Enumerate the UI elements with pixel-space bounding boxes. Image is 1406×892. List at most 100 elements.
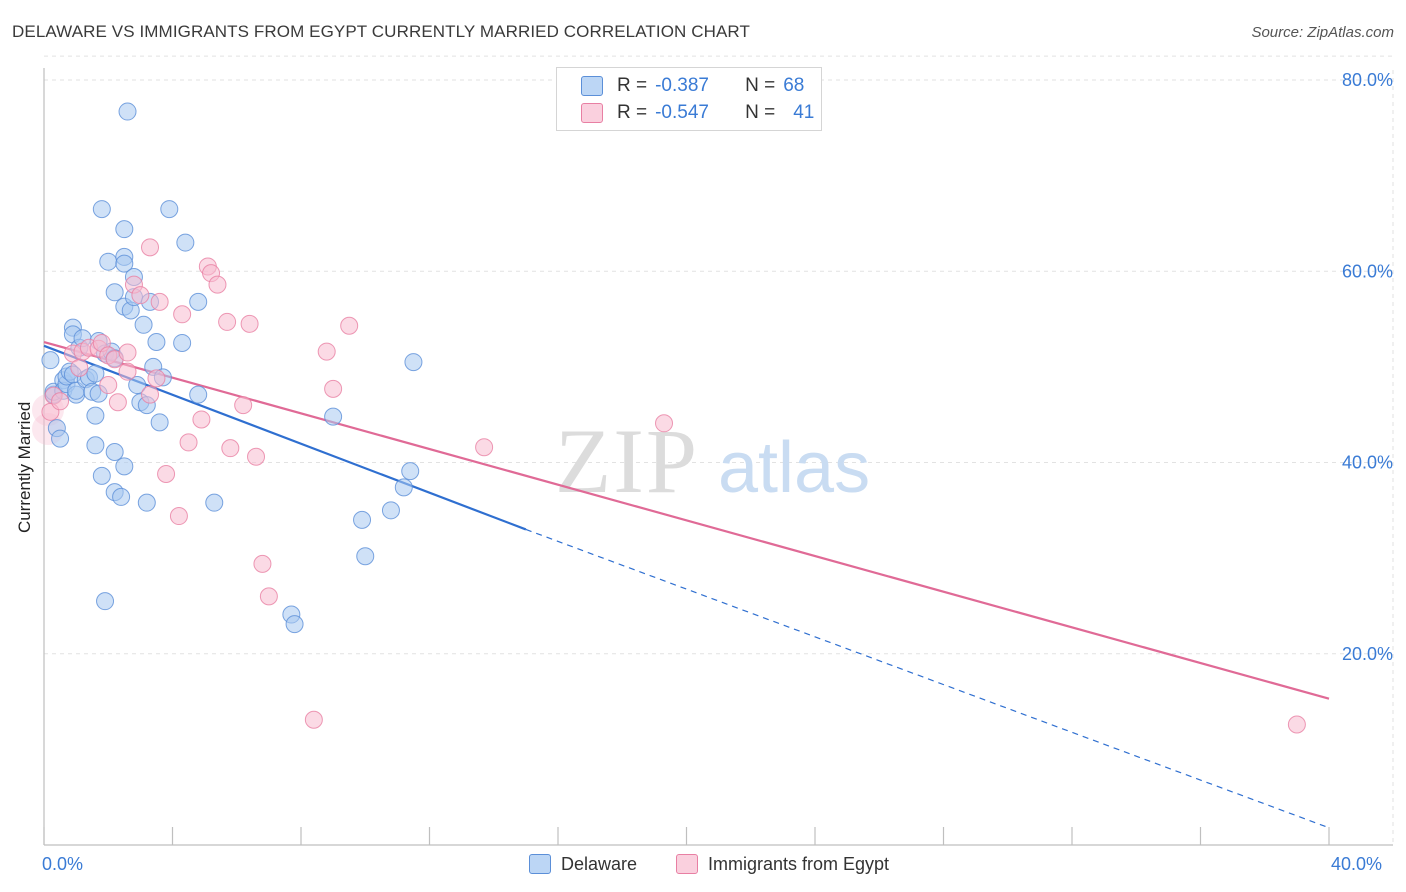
axes [43,68,1393,846]
egypt-point [70,358,89,377]
delaware-point [150,413,169,432]
egypt-point [150,292,169,311]
delaware-point [404,353,423,372]
watermark-zip: ZIP [555,410,699,512]
egypt-point [208,275,227,294]
r-label: R = [617,75,648,96]
delaware-point [394,478,413,497]
egypt-point [173,305,192,324]
egypt-point [141,385,160,404]
delaware-point [137,493,156,512]
legend-label: Delaware [561,853,638,874]
egypt-point [340,316,359,335]
r-value: -0.547 [655,102,709,123]
legend-row-egypt: R = -0.547 N = 41 [581,100,814,126]
egypt-point [655,414,674,433]
egypt-point [234,396,253,415]
delaware-trend-extension [525,528,1330,829]
egypt-point [259,587,278,606]
watermark: ZIP atlas [555,410,870,512]
delaware-point [356,547,375,566]
delaware-point [99,252,118,271]
delaware-point [92,466,111,485]
data-points [32,102,1306,734]
y-tick-label: 80.0% [1342,70,1393,90]
egypt-point [475,438,494,457]
delaware-point [324,407,343,426]
delaware-point [128,376,147,395]
y-tick-label: 40.0% [1342,453,1393,473]
delaware-point [401,462,420,481]
delaware-point [112,487,131,506]
egypt-point [192,410,211,429]
egypt-point [51,392,70,411]
delaware-point [92,200,111,219]
legend-label: Immigrants from Egypt [708,853,890,874]
egypt-point [221,439,240,458]
egypt-point [179,433,198,452]
egypt-point [169,507,188,526]
legend-item-egypt[interactable]: Immigrants from Egypt [676,852,889,876]
egypt-point [317,342,336,361]
delaware-point [285,615,304,634]
delaware-point [105,283,124,302]
egypt-point [141,238,160,257]
egypt-trend-line [43,340,1330,700]
egypt-point [304,710,323,729]
delaware-point [189,292,208,311]
delaware-point [160,200,179,219]
n-label: N = [745,75,776,96]
egypt-point [99,376,118,395]
legend-swatch-blue [529,854,551,874]
x-tick-label: 40.0% [1331,854,1382,874]
tick-labels: 20.0% 40.0% 60.0% 80.0% 0.0% 40.0% [42,70,1393,874]
source-label: Source: ZipAtlas.com [1251,24,1394,41]
y-axis-label: Currently Married [15,401,34,533]
egypt-point [247,447,266,466]
watermark-atlas: atlas [718,428,870,508]
delaware-point [134,315,153,334]
delaware-point [41,351,60,370]
legend-swatch-pink [676,854,698,874]
egypt-point [118,362,137,381]
n-value: 41 [793,102,815,123]
delaware-point [86,436,105,455]
delaware-point [105,442,124,461]
egypt-point [108,393,127,412]
legend-swatch-blue [581,76,603,96]
n-value: 68 [783,75,805,96]
delaware-point [115,457,134,476]
delaware-point [115,220,134,239]
legend-item-delaware[interactable]: Delaware [529,852,637,876]
egypt-point [253,554,272,573]
y-tick-label: 20.0% [1342,644,1393,664]
delaware-point [118,102,137,121]
delaware-point [173,333,192,352]
n-label: N = [745,102,776,123]
delaware-point [51,429,70,448]
egypt-point [1287,715,1306,734]
x-tick-label: 0.0% [42,854,83,874]
delaware-point [353,510,372,529]
y-tick-label: 60.0% [1342,261,1393,281]
delaware-point [86,364,105,383]
delaware-point [96,592,115,611]
legend-swatch-pink [581,103,603,123]
egypt-point [218,312,237,331]
stats-legend: R = -0.387 N = 68 R = -0.547 N = 41 [556,67,822,131]
r-label: R = [617,102,648,123]
egypt-point [147,369,166,388]
egypt-point [157,464,176,483]
delaware-point [189,385,208,404]
egypt-point [324,379,343,398]
egypt-point [240,314,259,333]
r-value: -0.387 [655,75,709,96]
egypt-point [118,343,137,362]
delaware-point [205,493,224,512]
delaware-point [86,406,105,425]
chart-title: DELAWARE VS IMMIGRANTS FROM EGYPT CURREN… [12,22,750,41]
legend-row-delaware: R = -0.387 N = 68 [581,73,804,99]
egypt-point [131,286,150,305]
delaware-point [381,501,400,520]
